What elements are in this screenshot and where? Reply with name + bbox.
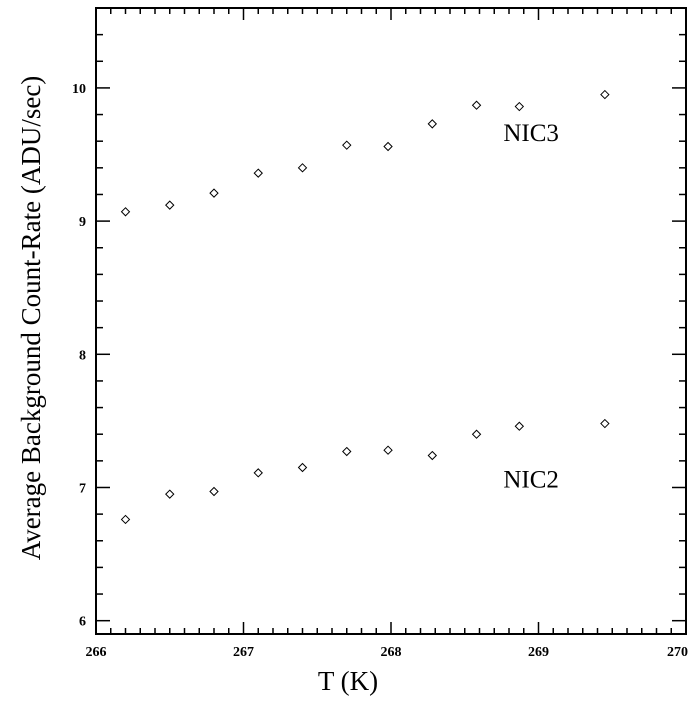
plot-frame bbox=[96, 8, 686, 634]
data-point bbox=[299, 464, 307, 472]
y-tick-label: 6 bbox=[79, 615, 86, 630]
data-point bbox=[601, 420, 609, 428]
data-point bbox=[384, 143, 392, 151]
x-tick-label: 266 bbox=[86, 645, 107, 660]
data-point bbox=[343, 141, 351, 149]
data-point bbox=[210, 487, 218, 495]
data-point bbox=[428, 452, 436, 460]
data-point bbox=[601, 91, 609, 99]
data-point bbox=[473, 430, 481, 438]
data-point bbox=[122, 515, 130, 523]
y-tick-label: 8 bbox=[79, 348, 86, 363]
x-tick-labels: 266 267 268 269 270 bbox=[86, 645, 688, 660]
y-tick-labels: 6 7 8 9 10 bbox=[72, 82, 86, 630]
x-tick-label: 269 bbox=[528, 645, 549, 660]
data-point bbox=[254, 169, 262, 177]
y-tick-label: 9 bbox=[79, 215, 86, 230]
series-label-nic3: NIC3 bbox=[503, 120, 559, 147]
x-tick-label: 268 bbox=[381, 645, 402, 660]
x-tick-label: 270 bbox=[667, 645, 688, 660]
data-point bbox=[515, 422, 523, 430]
y-tick-label: 10 bbox=[72, 82, 86, 97]
series-label-nic2: NIC2 bbox=[503, 466, 559, 493]
data-point bbox=[473, 101, 481, 109]
data-point bbox=[210, 189, 218, 197]
data-point bbox=[299, 164, 307, 172]
data-point bbox=[122, 208, 130, 216]
data-point bbox=[254, 469, 262, 477]
y-axis-title: Average Background Count-Rate (ADU/sec) bbox=[16, 76, 46, 561]
y-tick-label: 7 bbox=[79, 481, 86, 496]
x-tick-label: 267 bbox=[233, 645, 254, 660]
data-point bbox=[384, 446, 392, 454]
x-axis-title: T (K) bbox=[318, 666, 378, 696]
data-point bbox=[515, 103, 523, 111]
series-nic3 bbox=[122, 91, 609, 216]
data-point bbox=[428, 120, 436, 128]
plot-area: NIC3 NIC2 bbox=[96, 8, 686, 634]
data-point bbox=[166, 201, 174, 209]
data-point bbox=[166, 490, 174, 498]
data-point bbox=[343, 448, 351, 456]
